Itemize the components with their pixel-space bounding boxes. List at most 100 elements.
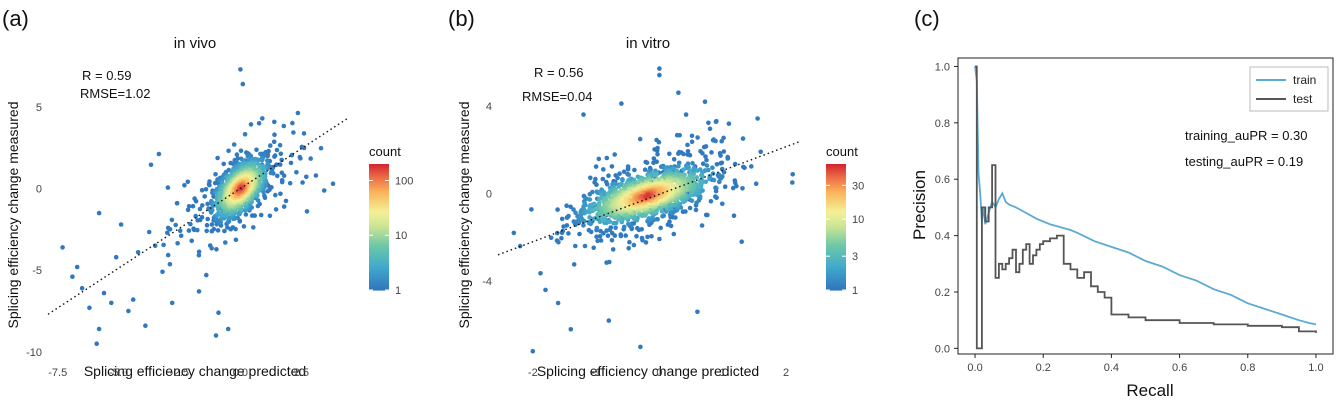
panel-b-y-label: Splicing efficiency change measured xyxy=(456,102,472,329)
data-point xyxy=(612,152,617,157)
colorbar-segment xyxy=(826,262,846,266)
data-point xyxy=(671,157,677,162)
data-point xyxy=(607,227,613,232)
colorbar-segment xyxy=(826,287,846,291)
data-point xyxy=(699,223,705,228)
data-point xyxy=(256,121,262,126)
data-point xyxy=(621,169,627,174)
data-point xyxy=(566,231,571,236)
data-point xyxy=(687,152,693,158)
data-point xyxy=(741,164,746,170)
data-point xyxy=(573,210,578,215)
data-point xyxy=(698,149,703,154)
colorbar-segment xyxy=(826,258,846,262)
data-point xyxy=(713,119,719,124)
data-point xyxy=(268,170,274,176)
data-point xyxy=(226,148,231,154)
colorbar-segment xyxy=(369,239,389,243)
y-tick-label-1: 0.2 xyxy=(935,287,950,299)
data-point xyxy=(623,233,628,238)
y-tick-label-3: -10 xyxy=(26,347,42,359)
data-point xyxy=(581,112,586,117)
data-point xyxy=(96,210,102,216)
data-point xyxy=(618,233,624,239)
data-point xyxy=(654,159,659,164)
colorbar-tick-label-0: 100 xyxy=(395,175,413,187)
x-tick-label-3: 0.0 xyxy=(233,367,248,379)
data-point xyxy=(190,203,196,209)
data-point xyxy=(555,207,560,212)
colorbar-segment xyxy=(369,185,389,188)
colorbar-segment xyxy=(369,285,389,289)
data-point xyxy=(568,327,574,332)
colorbar-segment xyxy=(369,191,389,194)
data-point xyxy=(265,158,270,163)
data-point xyxy=(146,229,152,235)
colorbar-segment xyxy=(826,271,846,274)
data-point xyxy=(668,210,674,215)
colorbar-segment xyxy=(369,262,389,266)
y-tick-label-2: -4 xyxy=(482,276,492,288)
colorbar-segment xyxy=(369,273,389,276)
colorbar-segment xyxy=(826,266,846,270)
colorbar-tick-label-2: 1 xyxy=(395,285,401,297)
data-point xyxy=(234,152,240,157)
data-point xyxy=(209,222,215,227)
data-point xyxy=(655,145,660,151)
data-point xyxy=(617,171,622,176)
data-point xyxy=(605,233,611,238)
data-point xyxy=(702,99,708,104)
panel-a-points xyxy=(60,67,336,347)
x-tick-label-4: 2.5 xyxy=(294,367,309,379)
data-point xyxy=(215,228,221,233)
data-point xyxy=(616,184,621,189)
colorbar-segment xyxy=(369,281,389,285)
data-point xyxy=(189,238,194,244)
data-point xyxy=(677,132,682,138)
x-tick-label-3: 1 xyxy=(720,367,726,379)
colorbar-segment xyxy=(826,269,846,272)
panel-c-train-aupr: training_auPR = 0.30 xyxy=(1185,128,1308,143)
colorbar-segment xyxy=(826,195,846,199)
panel-a-fit-line xyxy=(47,117,348,315)
data-point xyxy=(730,185,736,191)
data-point xyxy=(212,180,218,186)
colorbar-segment xyxy=(826,185,846,188)
data-point xyxy=(135,250,141,255)
data-point xyxy=(242,132,248,137)
data-point xyxy=(204,228,209,234)
colorbar-segment xyxy=(826,264,846,268)
data-point xyxy=(753,181,759,186)
data-point xyxy=(177,228,183,234)
y-tick-label-4: 0.8 xyxy=(935,118,950,130)
data-point xyxy=(130,297,136,302)
y-tick-label-0: 5 xyxy=(36,102,42,114)
data-point xyxy=(725,156,730,161)
data-point xyxy=(708,199,714,204)
panel-b-colorbar-title: count xyxy=(826,144,858,159)
colorbar-segment xyxy=(826,279,846,283)
colorbar-segment xyxy=(826,193,846,197)
data-point xyxy=(304,174,309,180)
data-point xyxy=(626,245,631,251)
series-line-train xyxy=(974,66,1317,326)
data-point xyxy=(161,242,166,248)
data-point xyxy=(251,225,256,230)
colorbar-segment xyxy=(369,256,389,260)
series-line-test xyxy=(975,65,1317,350)
data-point xyxy=(606,173,611,178)
colorbar-segment xyxy=(369,264,389,268)
data-point xyxy=(275,173,280,179)
colorbar-segment xyxy=(369,210,389,213)
data-point xyxy=(182,183,187,188)
colorbar-segment xyxy=(826,254,846,257)
data-point xyxy=(689,198,695,204)
data-point xyxy=(152,243,158,248)
colorbar-segment xyxy=(826,235,846,239)
colorbar-segment xyxy=(369,208,389,211)
data-point xyxy=(195,227,200,233)
data-point xyxy=(719,138,724,144)
data-point xyxy=(186,228,192,233)
data-point xyxy=(676,90,681,95)
data-point xyxy=(571,262,577,267)
